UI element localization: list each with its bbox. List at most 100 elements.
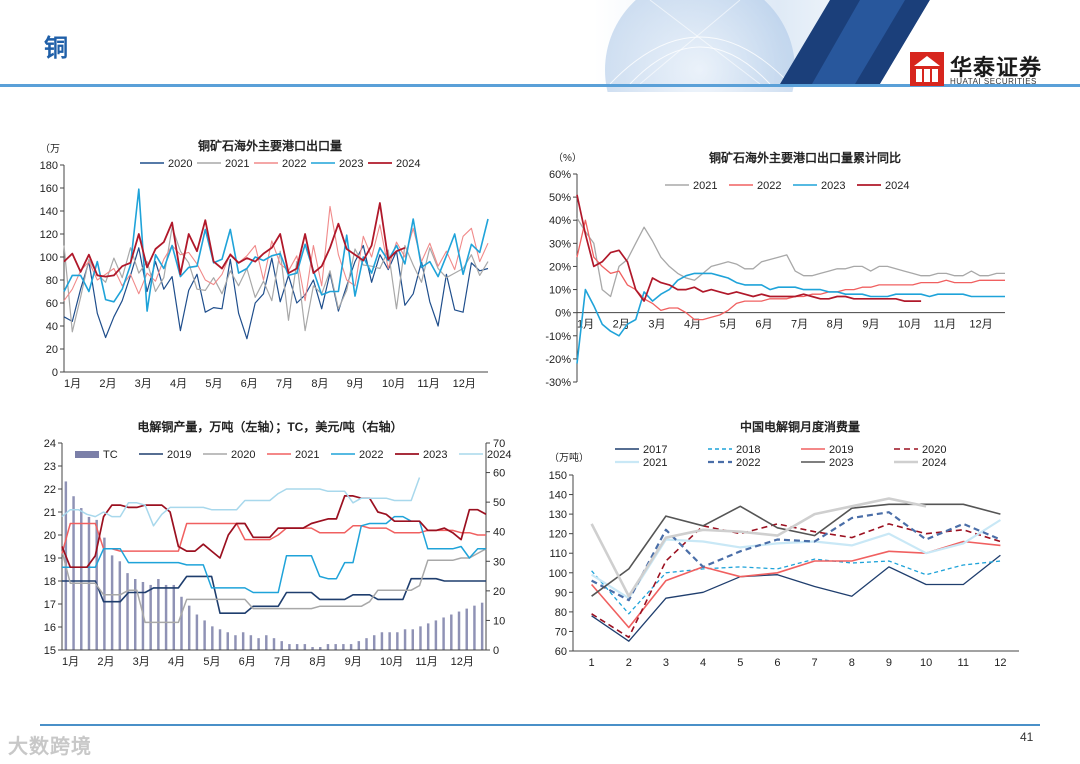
y-tick-label: 16 xyxy=(44,622,56,634)
chart-title: 电解铜产量，万吨（左轴）；TC，美元/吨（右轴） xyxy=(137,419,402,434)
tc-bar xyxy=(103,537,106,650)
chart-china-copper-consumption: 中国电解铜月度消费量（万吨）60708090100110120130140150… xyxy=(549,419,1019,669)
x-tick-label: 3月 xyxy=(135,378,152,390)
chart-ore-export-volume: 铜矿石海外主要港口出口量 （万 0 20 40 60 80 100 120 140 160 180 1月… xyxy=(40,138,489,390)
y-tick-label: 50% xyxy=(549,192,571,204)
y-tick-label: -20% xyxy=(545,354,571,366)
series-line-2022 xyxy=(62,515,486,594)
page-title: 铜 xyxy=(44,35,68,62)
tc-bar xyxy=(411,629,414,650)
legend-label-2019: 2019 xyxy=(829,444,853,456)
y-tick-label: 130 xyxy=(549,509,567,521)
legend-label-2022: 2022 xyxy=(757,180,781,192)
tc-bar xyxy=(326,644,330,650)
legend-label-2021: 2021 xyxy=(295,449,319,461)
brand-block: 华泰证券 HUATAI SECURITIES xyxy=(910,50,1060,90)
x-tick-label: 7月 xyxy=(791,319,808,331)
series-line-2021 xyxy=(576,217,1005,298)
y-tick-label: 20% xyxy=(549,261,571,273)
tc-bar xyxy=(180,596,183,650)
legend-label-2017: 2017 xyxy=(643,444,667,456)
legend-label-2021: 2021 xyxy=(693,180,717,192)
y-tick-label: 22 xyxy=(44,484,56,496)
y-tick-label: 20 xyxy=(44,530,56,542)
x-tick-label: 12 xyxy=(994,657,1006,669)
y-tick-label: 19 xyxy=(44,553,56,565)
tc-bar xyxy=(311,647,314,650)
y-tick-label: 60% xyxy=(549,169,571,181)
page-number: 41 xyxy=(1020,730,1034,744)
y-tick-label: -10% xyxy=(545,331,571,343)
tc-bar xyxy=(372,635,376,650)
x-tick-label: 11 xyxy=(958,657,969,669)
tc-bar xyxy=(80,508,83,650)
x-tick-label: 2 xyxy=(626,657,632,669)
x-tick-label: 12月 xyxy=(451,656,474,668)
x-tick-label: 8 xyxy=(849,657,855,669)
chart-title: 铜矿石海外主要港口出口量累计同比 xyxy=(709,150,901,165)
y-tick-label: 120 xyxy=(40,229,58,241)
tc-bar xyxy=(241,632,245,650)
brand-name: 华泰证券 xyxy=(950,55,1043,80)
legend-label-2024: 2024 xyxy=(487,449,511,461)
legend-label-TC: TC xyxy=(103,449,118,461)
x-tick-label: 9 xyxy=(886,657,892,669)
x-tick-label: 4月 xyxy=(168,656,185,668)
legend-label-2023: 2023 xyxy=(829,457,853,469)
tc-bar xyxy=(257,638,260,650)
series-line-2024 xyxy=(590,497,927,598)
x-tick-label: 7 xyxy=(812,657,818,669)
tc-bar xyxy=(195,614,199,650)
footer-divider xyxy=(40,724,1040,726)
tc-bar xyxy=(110,555,114,650)
x-tick-label: 12月 xyxy=(969,319,992,331)
y-tick-label: -30% xyxy=(545,377,571,389)
y-tick-label: 80 xyxy=(555,607,567,619)
legend-label-2022: 2022 xyxy=(736,457,760,469)
tc-bar xyxy=(465,608,468,650)
y-tick-label: 23 xyxy=(44,461,56,473)
x-tick-label: 3 xyxy=(663,657,669,669)
tc-bar xyxy=(319,647,322,650)
y-tick-label: 100 xyxy=(40,252,58,264)
x-tick-label: 7月 xyxy=(274,656,291,668)
y-tick-label: 17 xyxy=(44,599,56,611)
x-tick-label: 9月 xyxy=(345,656,362,668)
tc-bar xyxy=(218,629,222,650)
y-tick-label: 110 xyxy=(549,548,567,560)
y-tick-label: 10% xyxy=(549,285,571,297)
tc-bar xyxy=(164,584,168,650)
legend-label-2023: 2023 xyxy=(821,180,845,192)
x-tick-label: 5月 xyxy=(720,319,737,331)
x-tick-label: 10 xyxy=(920,657,932,669)
series-line-2020 xyxy=(591,523,1001,639)
legend-label-2024: 2024 xyxy=(922,457,946,469)
y2-tick-label: 60 xyxy=(493,468,505,480)
y-tick-label: 140 xyxy=(549,490,567,502)
legend-label-2022: 2022 xyxy=(359,449,383,461)
x-tick-label: 9月 xyxy=(862,319,879,331)
series-line-2023 xyxy=(591,503,1001,597)
legend-label-2024: 2024 xyxy=(885,180,909,192)
tc-bar xyxy=(457,611,461,650)
tc-bar xyxy=(434,620,438,650)
series-line-2023 xyxy=(576,272,1005,364)
y-tick-label: 0 xyxy=(52,367,58,379)
x-tick-label: 1月 xyxy=(62,656,79,668)
y-tick-label: 120 xyxy=(549,529,567,541)
y-axis-label: （万 xyxy=(40,143,60,155)
tc-bar xyxy=(234,635,237,650)
x-tick-label: 3月 xyxy=(648,319,665,331)
x-tick-label: 1 xyxy=(589,657,595,669)
legend-label-2024: 2024 xyxy=(396,158,420,170)
y-tick-label: 80 xyxy=(46,275,58,287)
tc-bar xyxy=(396,632,399,650)
x-tick-label: 2月 xyxy=(99,378,116,390)
tc-bar xyxy=(342,644,345,650)
y-tick-label: 90 xyxy=(555,587,567,599)
series-line-2023 xyxy=(61,495,487,569)
chart-title: 铜矿石海外主要港口出口量 xyxy=(198,138,342,153)
y2-tick-label: 50 xyxy=(493,497,505,509)
legend-label-2021: 2021 xyxy=(225,158,249,170)
tc-bar xyxy=(365,638,368,650)
